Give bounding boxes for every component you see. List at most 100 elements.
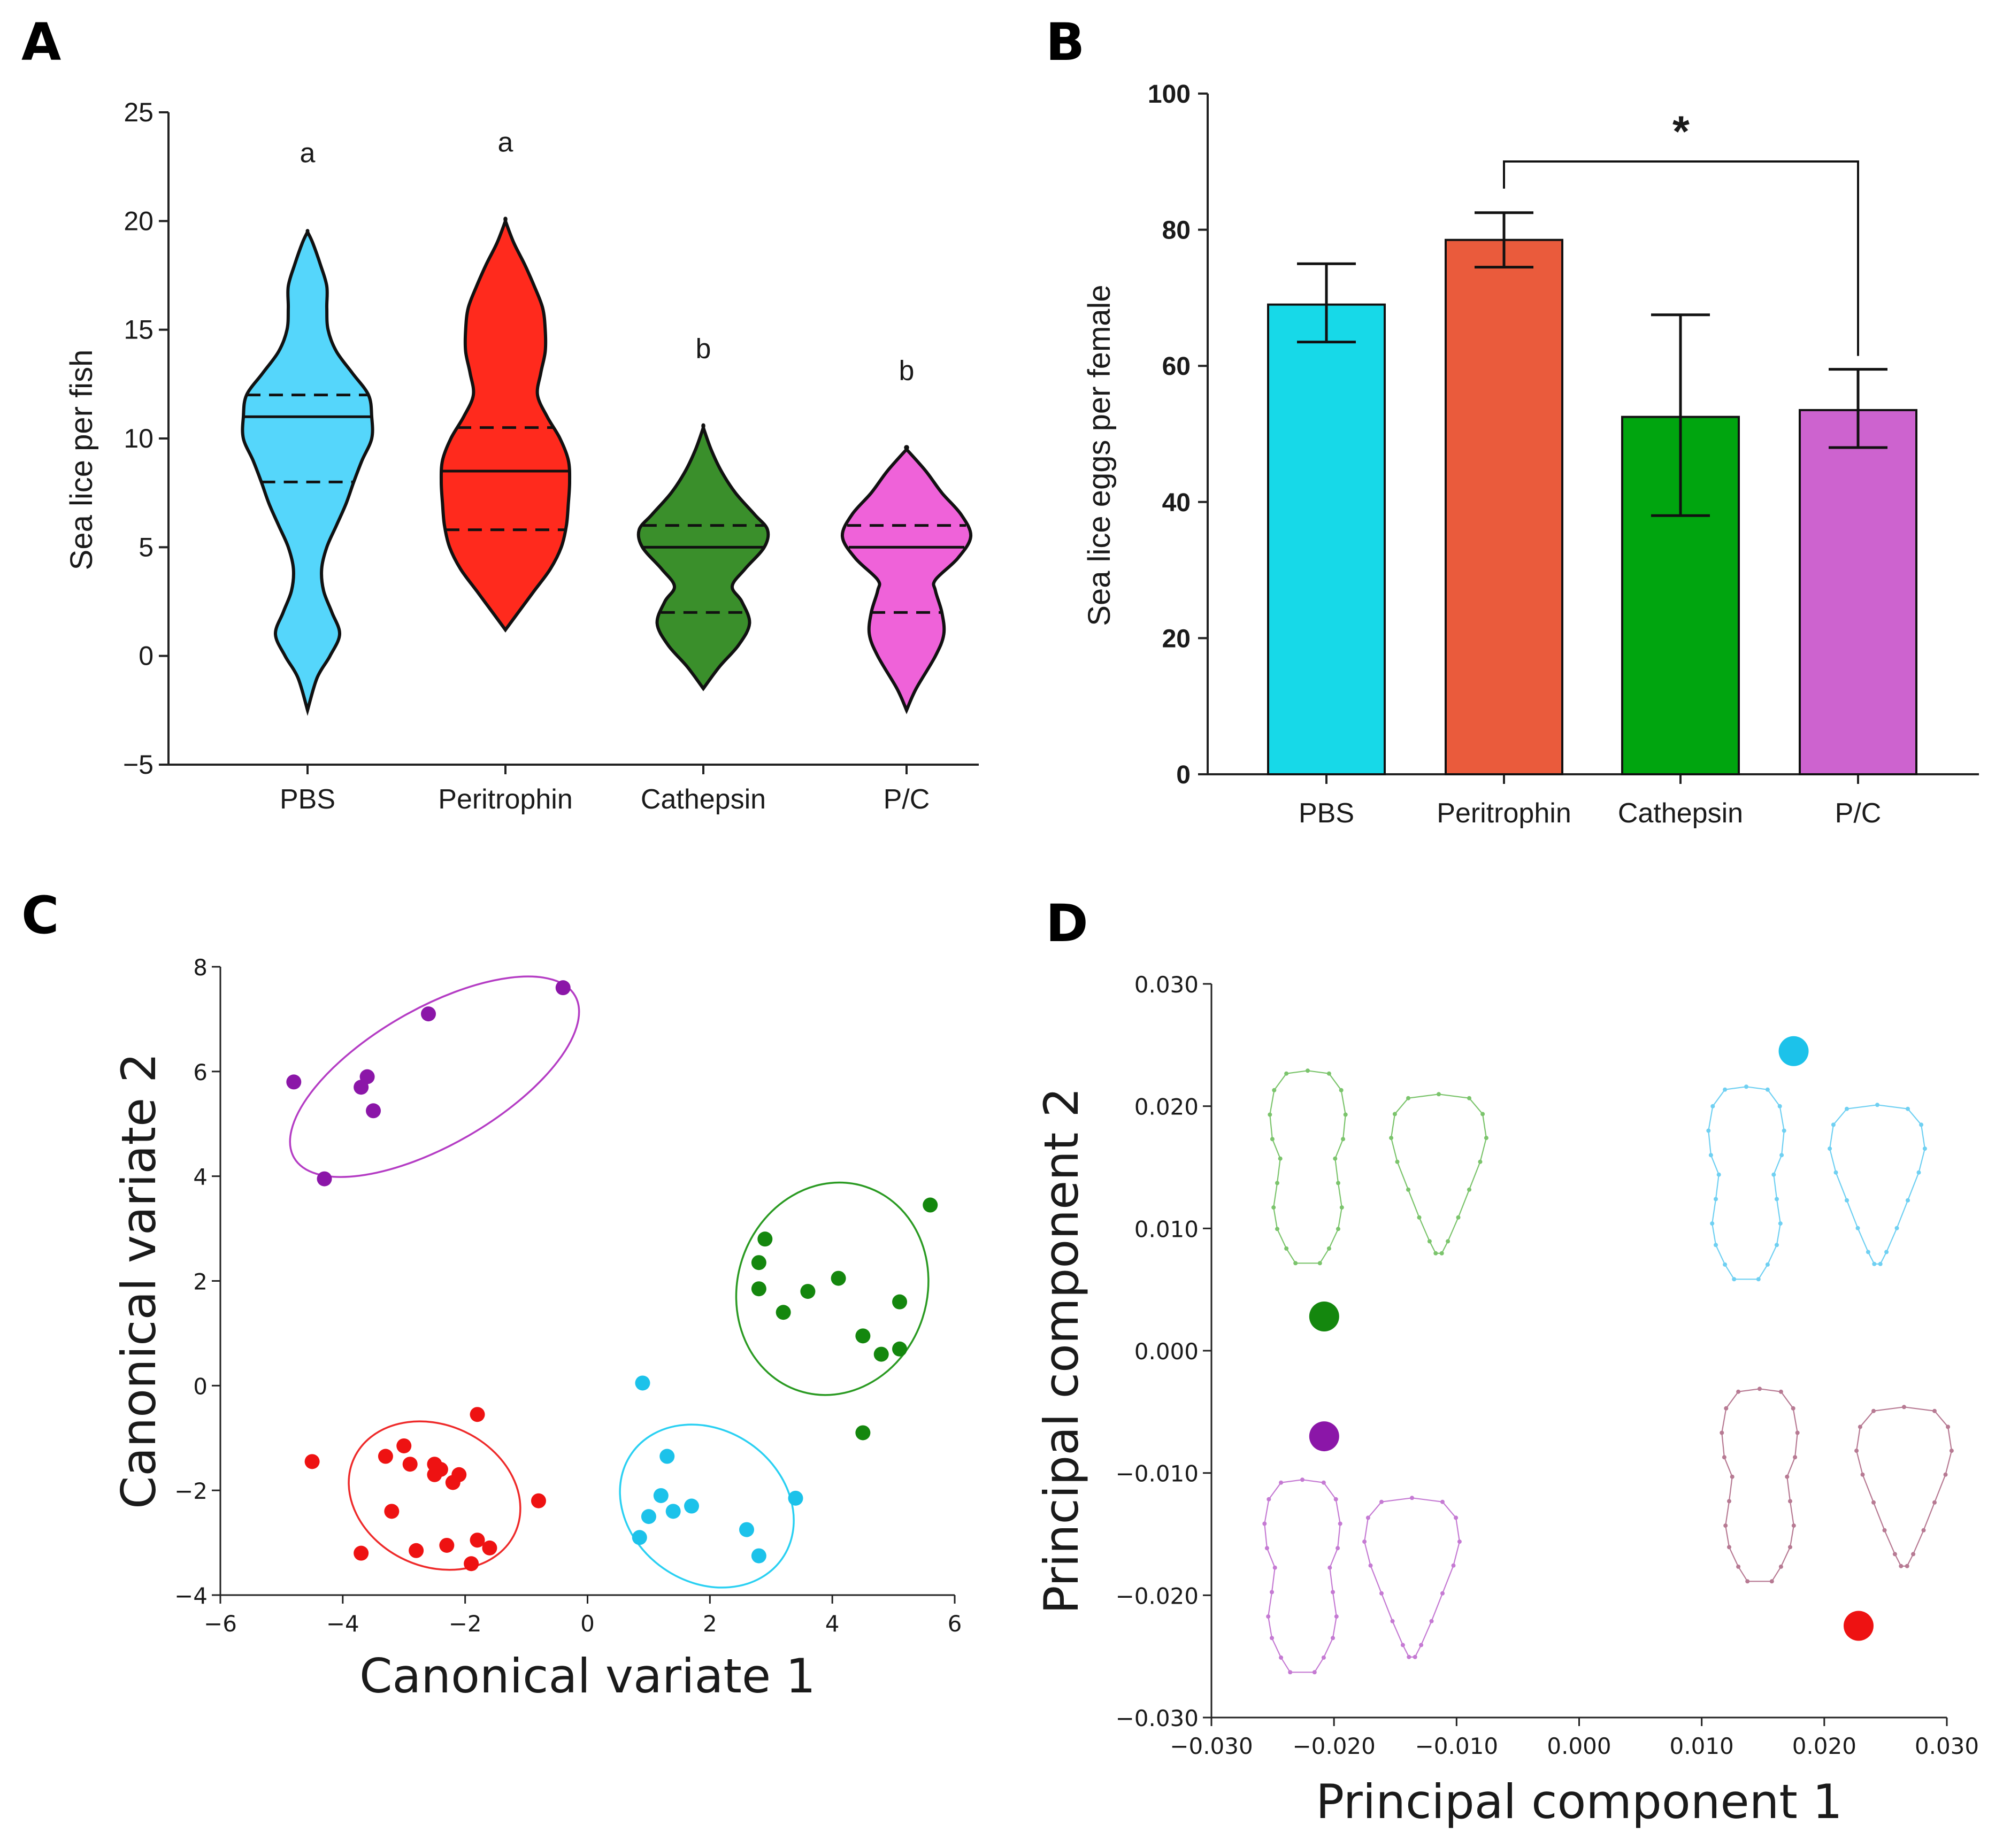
y-axis-label: Canonical variate 2 xyxy=(111,1053,166,1509)
landmark-dot-top-left xyxy=(1395,1159,1400,1164)
landmark-dot-top-left xyxy=(1306,1068,1310,1073)
x-tick-label-p-c: P/C xyxy=(884,784,930,815)
landmark-dot-bottom-right xyxy=(1911,1552,1916,1557)
landmark-dot-top-left xyxy=(1406,1096,1410,1100)
point-peritrophin xyxy=(531,1493,546,1508)
landmark-dot-top-right xyxy=(1708,1153,1713,1158)
y-tick-label: 8 xyxy=(193,954,208,981)
point-cathepsin xyxy=(751,1281,766,1297)
landmark-dot-bottom-right xyxy=(1793,1455,1798,1460)
landmark-dot-bottom-right xyxy=(1778,1389,1783,1394)
shape-outline-top-right xyxy=(1708,1086,1785,1280)
landmark-dot-top-right xyxy=(1744,1084,1748,1089)
y-tick-label: 0.030 xyxy=(1134,972,1199,998)
landmark-dot-top-left xyxy=(1439,1251,1444,1256)
point-pbs xyxy=(788,1490,803,1506)
landmark-dot-bottom-left xyxy=(1312,1670,1317,1675)
axis-lines xyxy=(1210,984,1947,1719)
x-tick-label-pbs: PBS xyxy=(280,784,335,815)
point-peritrophin xyxy=(427,1467,442,1482)
landmark-dot-bottom-left xyxy=(1331,1636,1335,1641)
y-tick-label: 15 xyxy=(124,315,154,345)
landmark-dot-bottom-right xyxy=(1899,1564,1904,1568)
landmark-dot-bottom-left xyxy=(1264,1546,1269,1551)
landmark-dot-bottom-right xyxy=(1723,1523,1728,1528)
landmark-dot-bottom-left xyxy=(1279,1480,1284,1485)
bar-chart-b: 0 20 40 60 80 100 Sea lice eggs per female PBS P… xyxy=(1082,80,1979,829)
landmark-dot-top-right xyxy=(1775,1197,1779,1202)
landmark-dot-top-right xyxy=(1756,1277,1761,1282)
y-axis-label: Sea lice eggs per female xyxy=(1082,284,1117,626)
landmark-dot-bottom-right xyxy=(1791,1406,1795,1411)
landmark-dot-top-left xyxy=(1467,1187,1471,1192)
landmark-dot-top-left xyxy=(1326,1246,1331,1251)
shape-outline-top-left xyxy=(1390,1094,1487,1254)
point-pbs xyxy=(665,1504,681,1519)
landmark-dot-bottom-right xyxy=(1902,1405,1906,1410)
significance-letter-cathepsin: b xyxy=(696,334,711,365)
point-cathepsin xyxy=(800,1284,816,1299)
y-tick-label: 20 xyxy=(124,206,154,236)
point-peritrophin xyxy=(470,1533,485,1548)
panel-letter-b: B xyxy=(1046,12,1085,72)
x-tick-label: 4 xyxy=(825,1611,840,1637)
y-tick-label: −2 xyxy=(174,1478,208,1504)
violin-chart-a: −5 0 5 10 15 20 25 Sea lice per fish PBS a Peritro… xyxy=(64,97,979,815)
y-tick-label: 20 xyxy=(1162,625,1191,653)
landmark-dot-bottom-right xyxy=(1791,1523,1796,1528)
landmark-dot-bottom-left xyxy=(1288,1670,1293,1675)
y-tick-label: 0 xyxy=(139,641,154,671)
landmark-dot-top-right xyxy=(1732,1277,1737,1282)
significance-letter-pbs: a xyxy=(300,138,316,169)
landmark-dot-top-left xyxy=(1456,1215,1461,1220)
landmark-dot-bottom-right xyxy=(1722,1455,1726,1460)
landmark-dot-bottom-right xyxy=(1946,1424,1951,1429)
point-pbs xyxy=(684,1498,700,1514)
landmark-dot-bottom-right xyxy=(1788,1545,1792,1550)
landmark-dot-bottom-right xyxy=(1736,1389,1741,1394)
landmark-dot-top-right xyxy=(1872,1261,1877,1266)
landmark-dot-bottom-left xyxy=(1279,1655,1284,1660)
x-tick-label: 6 xyxy=(948,1611,962,1637)
landmark-dot-bottom-left xyxy=(1440,1499,1445,1504)
landmark-dot-bottom-left xyxy=(1400,1643,1405,1647)
point-peritrophin xyxy=(409,1543,424,1558)
y-tick-label: 2 xyxy=(193,1269,208,1295)
landmark-dot-bottom-right xyxy=(1860,1472,1865,1477)
landmark-dot-top-left xyxy=(1268,1112,1272,1117)
y-axis-label: Principal component 2 xyxy=(1034,1088,1089,1614)
y-tick-label: 0.000 xyxy=(1134,1338,1199,1365)
landmark-dot-top-right xyxy=(1866,1250,1870,1254)
landmark-dot-top-left xyxy=(1284,1071,1289,1076)
landmark-dot-bottom-left xyxy=(1321,1655,1326,1660)
point-peritrophin xyxy=(304,1454,320,1469)
x-tick-label-peritrophin: Peritrophin xyxy=(438,784,572,815)
landmark-dot-top-right xyxy=(1916,1170,1921,1175)
landmark-dot-bottom-right xyxy=(1871,1408,1876,1413)
landmark-dot-bottom-right xyxy=(1858,1424,1862,1429)
landmark-dot-bottom-right xyxy=(1724,1406,1729,1411)
landmark-dot-top-right xyxy=(1919,1122,1924,1127)
y-tick-label: 0 xyxy=(1176,761,1191,789)
confidence-ellipse-cathepsin xyxy=(735,1181,930,1396)
y-tick-label: −5 xyxy=(123,750,154,780)
landmark-dot-top-right xyxy=(1723,1262,1728,1267)
landmark-dot-top-right xyxy=(1771,1172,1776,1177)
landmark-dot-bottom-left xyxy=(1440,1591,1445,1596)
landmark-dot-bottom-right xyxy=(1727,1499,1731,1504)
landmark-dot-top-left xyxy=(1270,1137,1275,1142)
landmark-dot-top-left xyxy=(1293,1261,1298,1266)
confidence-ellipse-peritrophin xyxy=(348,1420,521,1571)
landmark-dot-top-right xyxy=(1855,1226,1860,1230)
landmark-dot-bottom-right xyxy=(1788,1499,1792,1504)
landmark-dot-top-left xyxy=(1271,1205,1276,1210)
landmark-dot-top-left xyxy=(1392,1112,1397,1116)
y-tick-label: −4 xyxy=(174,1583,208,1609)
landmark-dot-bottom-right xyxy=(1785,1474,1790,1479)
landmark-dot-top-right xyxy=(1765,1262,1770,1267)
x-tick-label-pbs: PBS xyxy=(1299,798,1354,829)
point-cathepsin xyxy=(831,1270,846,1286)
landmark-dot-bottom-left xyxy=(1262,1521,1267,1526)
